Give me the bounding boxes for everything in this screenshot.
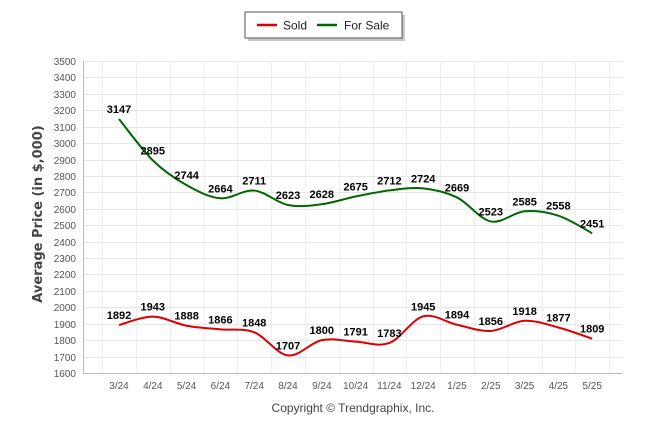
data-label-for-sale: 2623 — [276, 190, 300, 202]
y-tick-label: 3400 — [54, 73, 77, 84]
y-tick-label: 2500 — [54, 221, 77, 232]
data-label-sold: 1848 — [242, 317, 266, 329]
x-tick-label: 2/25 — [481, 381, 501, 392]
y-tick-label: 3200 — [54, 106, 77, 117]
data-label-sold: 1918 — [512, 306, 536, 318]
data-label-for-sale: 2895 — [141, 145, 165, 157]
y-tick-label: 1600 — [54, 369, 77, 380]
x-tick-label: 6/24 — [211, 381, 231, 392]
copyright-credit: Copyright © Trendgraphix, Inc. — [272, 401, 435, 415]
legend-sold-label: Sold — [283, 19, 307, 33]
data-label-for-sale: 2664 — [208, 183, 233, 195]
y-tick-label: 2700 — [54, 188, 77, 199]
x-tick-label: 3/25 — [515, 381, 535, 392]
series-sold-line — [118, 314, 593, 357]
y-tick-label: 3100 — [54, 123, 77, 134]
y-tick-label: 2000 — [54, 303, 77, 314]
legend: Sold For Sale — [244, 11, 405, 41]
data-label-sold: 1809 — [580, 324, 604, 336]
x-tick-label: 5/25 — [582, 381, 602, 392]
data-label-for-sale: 2451 — [580, 218, 604, 230]
data-label-sold: 1943 — [141, 302, 165, 314]
x-tick-label: 11/24 — [377, 381, 402, 392]
x-tick-label: 7/24 — [244, 381, 264, 392]
data-label-sold: 1783 — [377, 328, 401, 340]
x-tick-label: 8/24 — [278, 381, 298, 392]
y-tick-label: 3500 — [54, 57, 77, 68]
data-label-sold: 1856 — [479, 316, 503, 328]
x-tick-label: 1/25 — [447, 381, 467, 392]
y-axis-label: Average Price (in $,000) — [31, 125, 46, 302]
x-tick-label: 3/24 — [109, 381, 129, 392]
y-tick-label: 3300 — [54, 90, 77, 101]
data-label-sold: 1888 — [174, 311, 198, 323]
data-label-for-sale: 2558 — [546, 201, 570, 213]
x-tick-label: 4/25 — [549, 381, 569, 392]
y-tick-label: 2800 — [54, 172, 77, 183]
y-tick-label: 1700 — [54, 353, 77, 364]
x-tick-label: 5/24 — [177, 381, 197, 392]
data-label-for-sale: 2712 — [377, 175, 401, 187]
data-label-sold: 1866 — [208, 314, 232, 326]
data-label-for-sale: 2711 — [242, 176, 266, 188]
legend-for-sale-label: For Sale — [344, 19, 390, 33]
x-tick-label: 4/24 — [143, 381, 163, 392]
y-tick-label: 2400 — [54, 238, 77, 249]
y-tick-label: 2600 — [54, 205, 77, 216]
y-tick-label: 3000 — [54, 139, 77, 150]
y-tick-label: 2200 — [54, 270, 77, 281]
data-label-for-sale: 2744 — [174, 170, 199, 182]
data-label-for-sale: 2628 — [310, 189, 334, 201]
data-label-for-sale: 2724 — [411, 173, 436, 185]
data-label-for-sale: 2669 — [445, 182, 469, 194]
series-for-sale-line — [118, 118, 593, 235]
data-label-sold: 1894 — [445, 310, 470, 322]
data-label-sold: 1945 — [411, 301, 435, 313]
data-label-sold: 1892 — [107, 310, 131, 322]
x-tick-label: 12/24 — [411, 381, 436, 392]
y-tick-label: 2300 — [54, 254, 77, 265]
data-label-for-sale: 2675 — [343, 181, 367, 193]
x-tick-label: 10/24 — [343, 381, 368, 392]
y-tick-label: 1900 — [54, 320, 77, 331]
data-label-sold: 1877 — [546, 313, 570, 325]
data-label-sold: 1707 — [276, 340, 300, 352]
y-tick-label: 2100 — [54, 287, 77, 298]
data-label-sold: 1800 — [310, 325, 334, 337]
data-label-for-sale: 2585 — [512, 196, 536, 208]
x-tick-label: 9/24 — [312, 381, 332, 392]
data-label-for-sale: 3147 — [107, 104, 131, 116]
y-tick-label: 1800 — [54, 336, 77, 347]
data-label-sold: 1791 — [343, 327, 367, 339]
y-tick-label: 2900 — [54, 156, 77, 167]
data-label-for-sale: 2523 — [479, 206, 503, 218]
